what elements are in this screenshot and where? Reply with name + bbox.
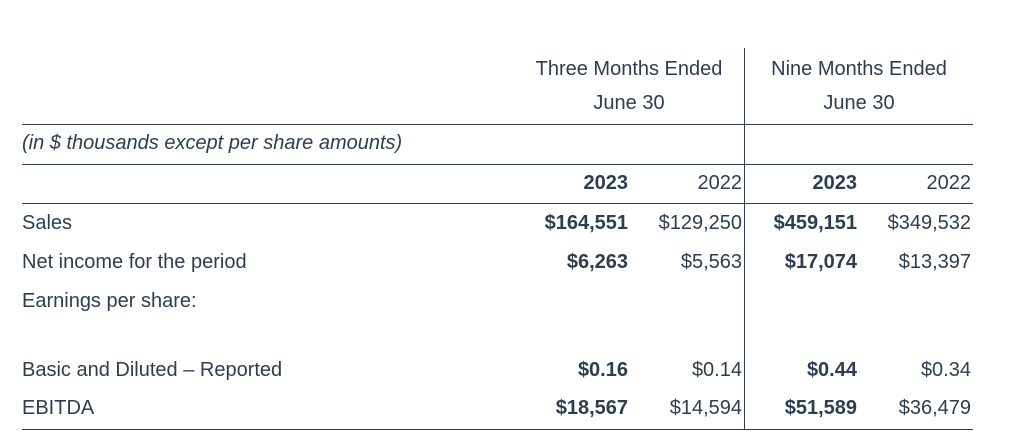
cell-ebitda-3m-2022: $14,594 xyxy=(669,397,742,419)
cell-eps-9m-2023: $0.44 xyxy=(806,359,857,381)
year-three-months-2023: 2023 xyxy=(583,172,629,194)
units-note: (in $ thousands except per share amounts… xyxy=(22,132,403,154)
cell-net-income-9m-2023: $17,074 xyxy=(784,251,857,273)
rule-under-units xyxy=(22,164,973,165)
three-months-header-line1: Three Months Ended xyxy=(535,58,723,80)
cell-net-income-3m-2023: $6,263 xyxy=(566,251,628,273)
cell-net-income-3m-2022: $5,563 xyxy=(680,251,742,273)
cell-sales-9m-2022: $349,532 xyxy=(887,212,971,234)
row-label-net-income: Net income for the period xyxy=(22,251,247,273)
rule-under-header xyxy=(22,124,973,125)
three-months-header-line2: June 30 xyxy=(593,92,665,114)
cell-net-income-9m-2022: $13,397 xyxy=(898,251,971,273)
row-label-basic-diluted: Basic and Diluted – Reported xyxy=(22,359,283,381)
year-nine-months-2022: 2022 xyxy=(926,172,972,194)
nine-months-header-line2: June 30 xyxy=(823,92,895,114)
cell-ebitda-9m-2023: $51,589 xyxy=(784,397,857,419)
year-nine-months-2023: 2023 xyxy=(812,172,858,194)
row-label-earnings-per-share: Earnings per share: xyxy=(22,290,197,312)
cell-sales-3m-2023: $164,551 xyxy=(544,212,628,234)
year-three-months-2022: 2022 xyxy=(697,172,743,194)
cell-sales-9m-2023: $459,151 xyxy=(773,212,857,234)
cell-eps-9m-2022: $0.34 xyxy=(920,359,971,381)
cell-ebitda-9m-2022: $36,479 xyxy=(898,397,971,419)
cell-sales-3m-2022: $129,250 xyxy=(658,212,742,234)
nine-months-header-line1: Nine Months Ended xyxy=(771,58,947,80)
rule-under-years xyxy=(22,203,973,204)
cell-eps-3m-2022: $0.14 xyxy=(691,359,742,381)
cell-eps-3m-2023: $0.16 xyxy=(577,359,628,381)
row-label-ebitda: EBITDA xyxy=(22,397,95,419)
column-divider xyxy=(744,48,745,430)
cell-ebitda-3m-2023: $18,567 xyxy=(555,397,628,419)
rule-bottom xyxy=(22,429,973,430)
row-label-sales: Sales xyxy=(22,212,73,234)
